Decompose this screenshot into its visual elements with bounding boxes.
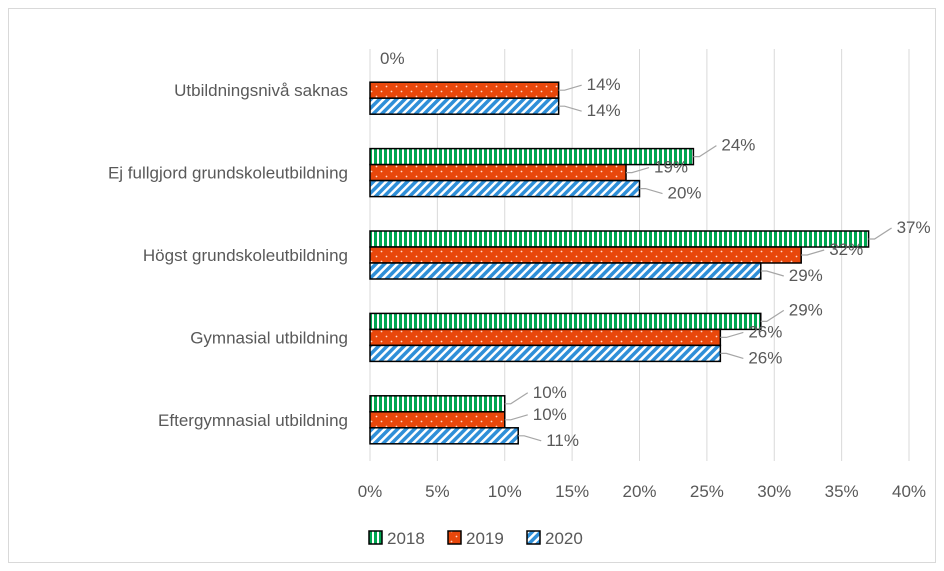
bar-2018 bbox=[369, 312, 762, 331]
data-label: 26% bbox=[748, 322, 782, 341]
bar-2019 bbox=[369, 411, 506, 429]
category-label: Utbildningsnivå saknas bbox=[174, 81, 348, 100]
legend-label: 2019 bbox=[466, 529, 504, 548]
x-tick-label: 25% bbox=[690, 482, 724, 501]
leader-line bbox=[720, 331, 744, 338]
legend-swatch bbox=[368, 530, 383, 545]
x-tick-label: 15% bbox=[555, 482, 589, 501]
data-label: 32% bbox=[829, 240, 863, 259]
category-label: Högst grundskoleutbildning bbox=[143, 246, 348, 265]
data-label: 11% bbox=[546, 431, 579, 450]
bar-chart: Utbildningsnivå saknas Ej fullgjord grund… bbox=[108, 49, 931, 548]
bar-2020 bbox=[369, 179, 641, 198]
leader-line bbox=[693, 145, 717, 158]
data-labels: 0% 14% 14% 24% 19% 20% 37% 32% 29% 29% 26% 26% 10% 10… bbox=[380, 49, 931, 450]
legend-label: 2018 bbox=[387, 529, 425, 548]
bar-2019 bbox=[369, 163, 627, 182]
legend-swatch bbox=[526, 530, 541, 545]
leader-line bbox=[558, 105, 582, 112]
bar-2020 bbox=[369, 97, 560, 115]
category-label: Gymnasial utbildning bbox=[190, 328, 348, 347]
data-label: 24% bbox=[721, 136, 755, 155]
bar-2018 bbox=[369, 230, 870, 248]
leader-line bbox=[801, 249, 825, 256]
data-label: 0% bbox=[380, 49, 405, 68]
category-label: Eftergymnasial utbildning bbox=[158, 411, 348, 430]
leader-line bbox=[504, 392, 529, 405]
bar-2019 bbox=[369, 328, 722, 347]
legend-label: 2020 bbox=[545, 529, 583, 548]
bar-2020 bbox=[369, 344, 722, 363]
bar-2019 bbox=[369, 246, 802, 264]
x-tick-labels: 0% 5% 10% 15% 20% 25% 30% 35% 40% bbox=[358, 482, 926, 501]
leader-line bbox=[760, 270, 784, 277]
bar-2020 bbox=[369, 427, 519, 445]
data-label: 19% bbox=[654, 158, 688, 177]
category-labels: Utbildningsnivå saknas Ej fullgjord grund… bbox=[108, 81, 348, 430]
data-label: 26% bbox=[748, 348, 782, 367]
leader-line bbox=[760, 309, 785, 322]
leader-line bbox=[504, 414, 528, 421]
legend-swatch bbox=[447, 530, 462, 545]
x-tick-label: 0% bbox=[358, 482, 383, 501]
leader-lines bbox=[504, 84, 892, 442]
data-label: 10% bbox=[533, 405, 567, 424]
leader-line bbox=[518, 435, 542, 442]
x-tick-label: 35% bbox=[825, 482, 859, 501]
bar-2020 bbox=[369, 262, 762, 280]
bar-2018 bbox=[369, 395, 506, 413]
bar-2018 bbox=[369, 147, 695, 166]
leader-line bbox=[639, 188, 663, 195]
chart-frame: Utbildningsnivå saknas Ej fullgjord grund… bbox=[8, 8, 936, 563]
category-label: Ej fullgjord grundskoleutbildning bbox=[108, 164, 348, 183]
data-label: 14% bbox=[587, 75, 621, 94]
leader-line bbox=[626, 167, 650, 174]
leader-line bbox=[868, 227, 892, 240]
data-label: 20% bbox=[668, 184, 702, 203]
bar-2019 bbox=[369, 81, 560, 99]
x-tick-label: 40% bbox=[892, 482, 926, 501]
bars bbox=[369, 81, 870, 445]
data-label: 10% bbox=[533, 383, 567, 402]
data-label: 14% bbox=[587, 101, 621, 120]
x-tick-label: 5% bbox=[425, 482, 450, 501]
x-tick-label: 20% bbox=[622, 482, 656, 501]
leader-line bbox=[558, 84, 582, 91]
legend: 2018 2019 2020 bbox=[368, 529, 583, 548]
x-tick-label: 30% bbox=[757, 482, 791, 501]
x-tick-label: 10% bbox=[488, 482, 522, 501]
data-label: 37% bbox=[897, 218, 931, 237]
data-label: 29% bbox=[789, 300, 823, 319]
leader-line bbox=[720, 352, 744, 359]
data-label: 29% bbox=[789, 266, 823, 285]
